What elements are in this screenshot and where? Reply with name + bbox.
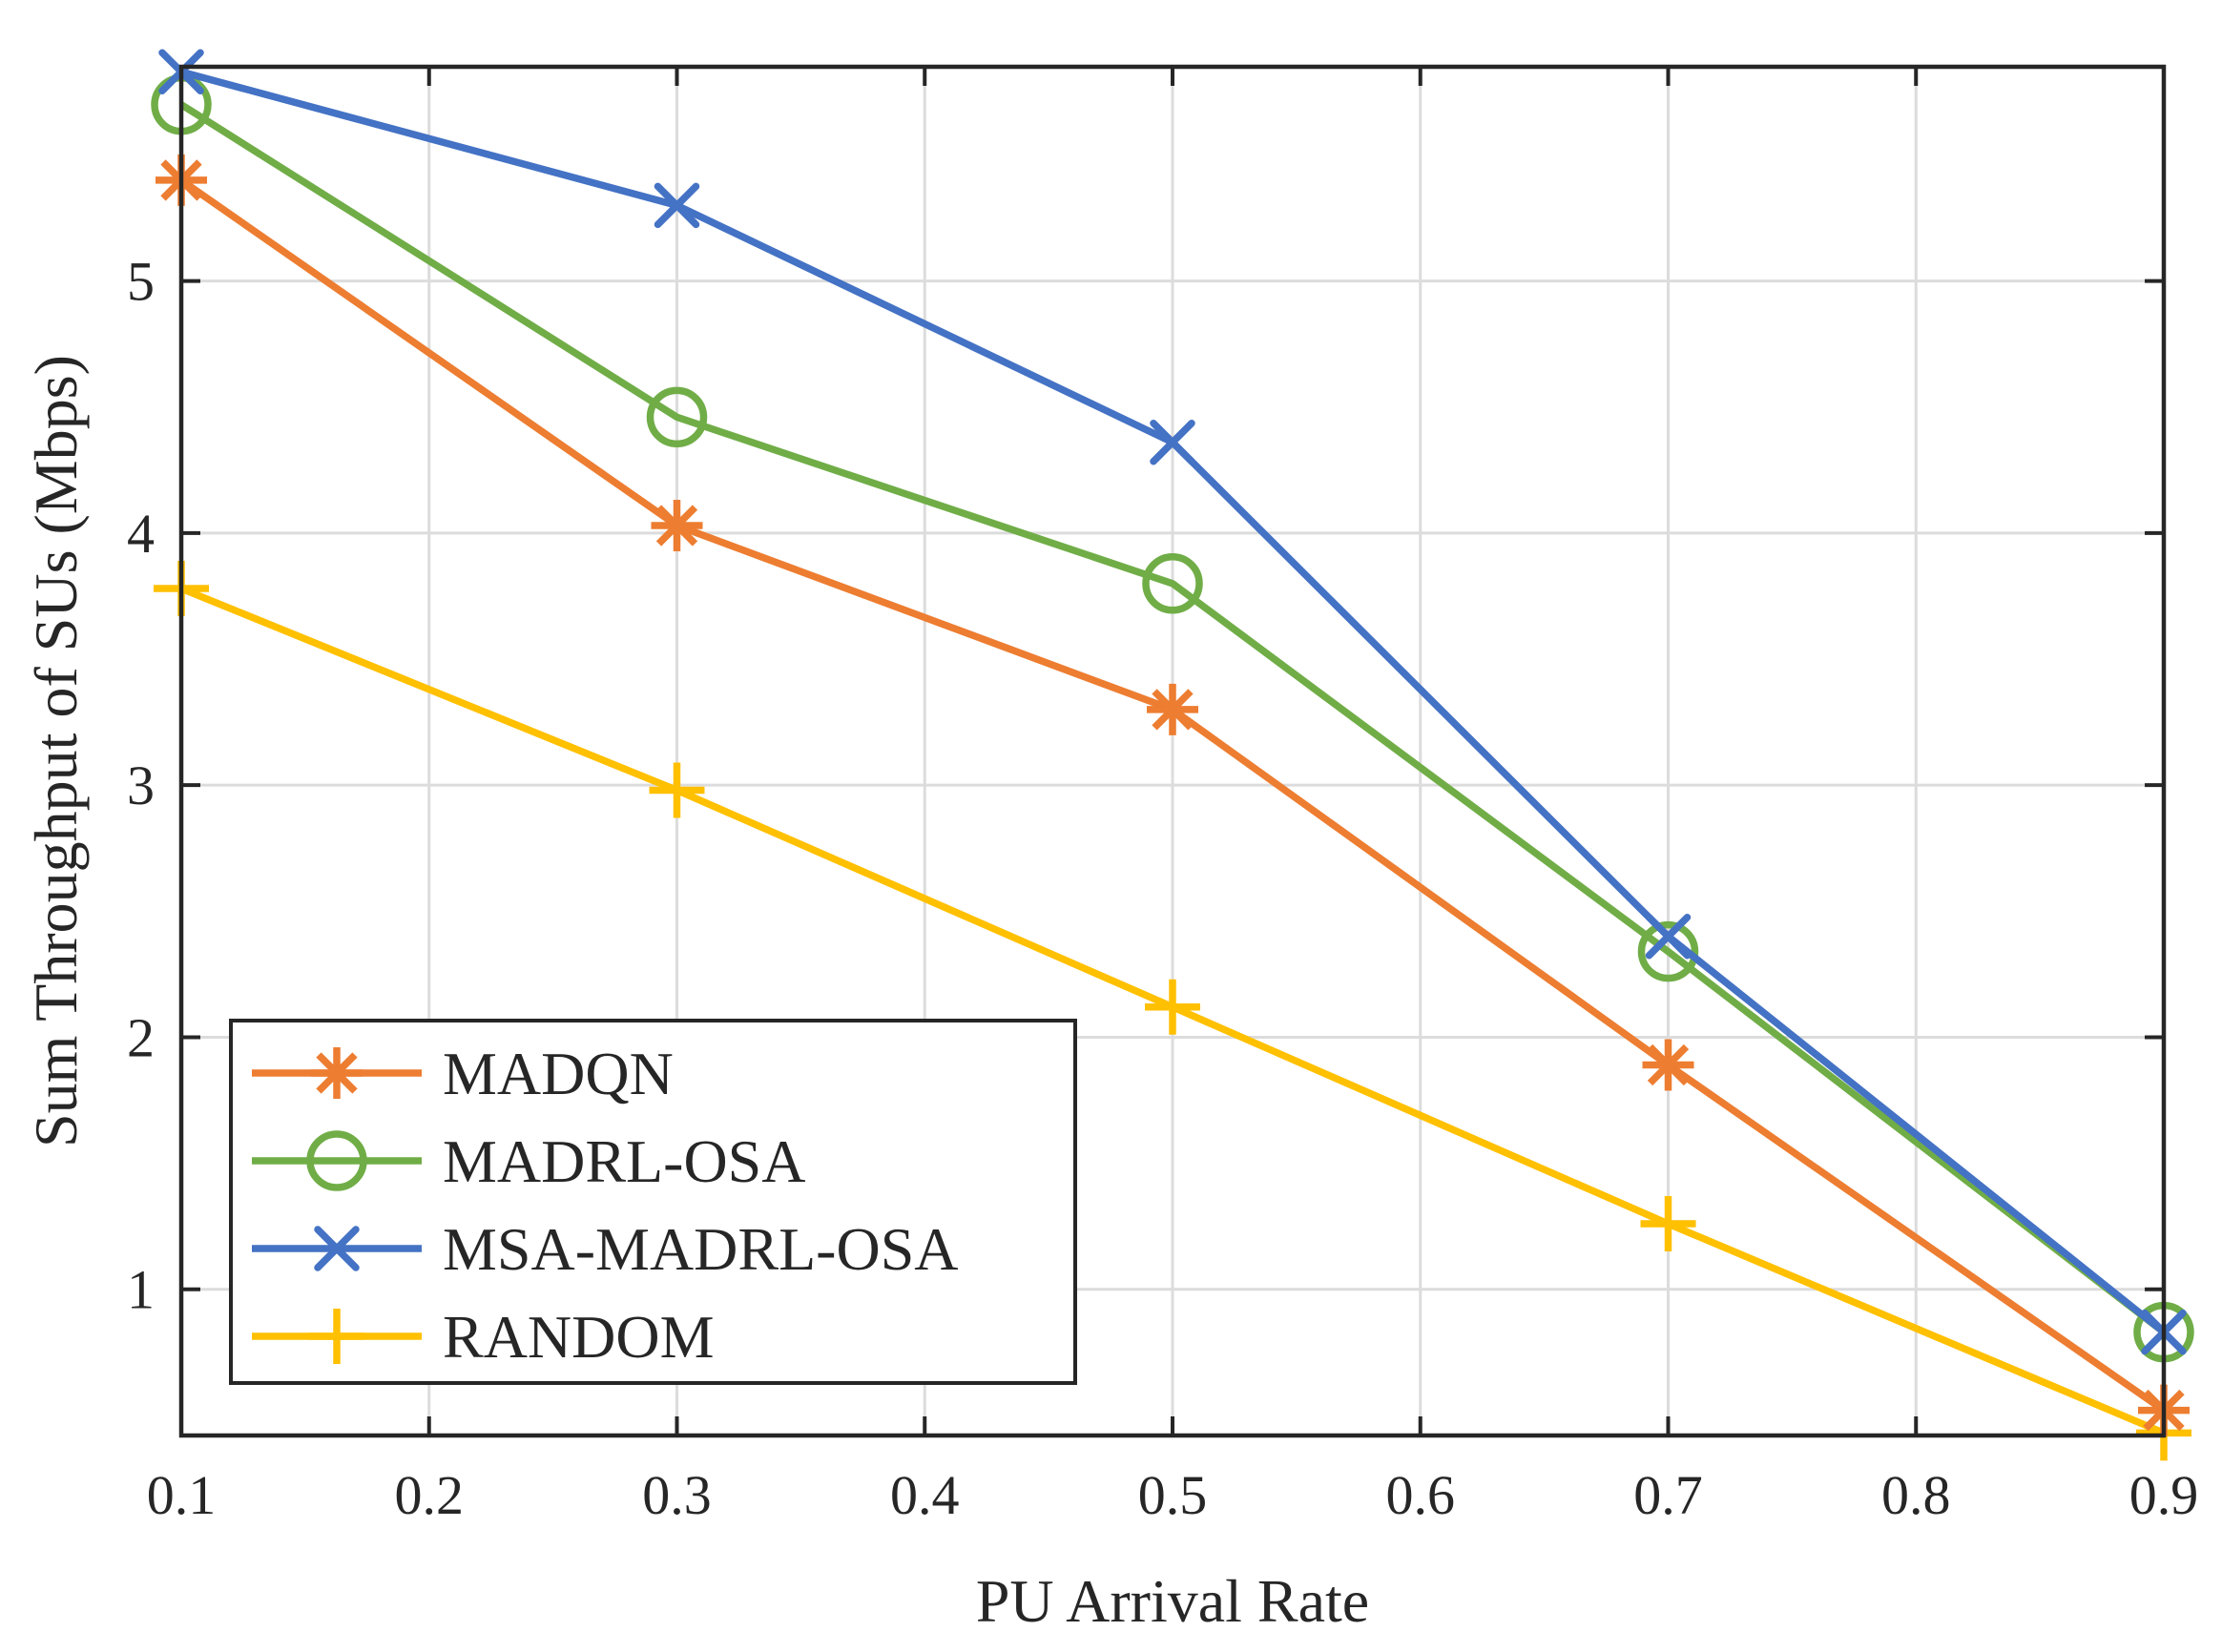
marker-shape bbox=[646, 386, 708, 448]
legend-label: MADRL-OSA bbox=[443, 1127, 805, 1195]
legend-marker bbox=[314, 1226, 360, 1271]
marker-stroke bbox=[655, 505, 698, 547]
data-point-madrl-osa bbox=[1637, 920, 1699, 982]
marker-shape bbox=[306, 1130, 367, 1191]
legend-label: MSA-MADRL-OSA bbox=[443, 1215, 959, 1283]
y-tick-label: 3 bbox=[127, 754, 155, 816]
legend-marker bbox=[311, 1047, 363, 1099]
legend-marker bbox=[306, 1130, 367, 1191]
legend-label: MADQN bbox=[443, 1040, 674, 1107]
data-point-msa-madrl-osa bbox=[1645, 913, 1692, 960]
legend: MADQN MADRL-OSA MSA-MADRL-OSA RANDOM bbox=[229, 1019, 1077, 1385]
x-tick-label: 0.2 bbox=[395, 1464, 465, 1526]
series-line-madrl-osa bbox=[178, 101, 2167, 1335]
data-point-msa-madrl-osa bbox=[1150, 420, 1195, 465]
x-tick-label: 0.4 bbox=[890, 1464, 960, 1526]
marker-stroke bbox=[654, 182, 700, 229]
legend-item-msa-madrl-osa: MSA-MADRL-OSA bbox=[252, 1215, 959, 1283]
series-madqn bbox=[156, 154, 2190, 1436]
marker-stroke bbox=[1645, 913, 1692, 960]
x-tick-label: 0.3 bbox=[642, 1464, 712, 1526]
series-layer bbox=[151, 49, 2194, 1461]
data-point-madrl-osa bbox=[1142, 553, 1203, 614]
y-tick-label: 5 bbox=[127, 251, 155, 313]
y-tick-label: 4 bbox=[127, 503, 155, 565]
x-axis-label: PU Arrival Rate bbox=[976, 1567, 1369, 1635]
legend-marker bbox=[309, 1309, 364, 1364]
legend-box bbox=[229, 1019, 1077, 1385]
marker-stroke bbox=[1152, 689, 1194, 731]
data-point-madrl-osa bbox=[646, 386, 708, 448]
x-tick-label: 0.9 bbox=[2129, 1464, 2199, 1526]
data-point-random bbox=[649, 762, 705, 818]
data-point-random bbox=[1145, 979, 1200, 1035]
legend-item-madqn: MADQN bbox=[252, 1040, 674, 1107]
legend-item-random: RANDOM bbox=[252, 1303, 714, 1371]
data-point-madqn bbox=[1147, 683, 1198, 735]
y-tick-label: 2 bbox=[127, 1006, 155, 1068]
axis-ticks bbox=[179, 67, 2166, 1435]
x-tick-label: 0.5 bbox=[1138, 1464, 1208, 1526]
legend-label: RANDOM bbox=[443, 1303, 714, 1371]
x-tick-label: 0.8 bbox=[1881, 1464, 1951, 1526]
marker-stroke bbox=[316, 1052, 358, 1094]
data-point-madqn bbox=[651, 499, 703, 551]
marker-shape bbox=[1637, 920, 1699, 982]
data-point-madqn bbox=[1642, 1039, 1694, 1091]
x-tick-label: 0.1 bbox=[147, 1464, 217, 1526]
y-tick-label: 1 bbox=[127, 1259, 155, 1321]
x-tick-label: 0.6 bbox=[1386, 1464, 1456, 1526]
data-point-msa-madrl-osa bbox=[654, 182, 700, 229]
marker-stroke bbox=[1647, 1043, 1690, 1086]
marker-stroke bbox=[314, 1226, 360, 1271]
x-tick-label: 0.7 bbox=[1633, 1464, 1703, 1526]
tick-labels: 0.1 0.2 0.3 0.4 0.5 0.6 0.7 0.8 0.9 1 2 3 4 5 bbox=[127, 251, 2198, 1526]
y-axis-label: Sum Throughput of SUs (Mbps) bbox=[22, 355, 90, 1147]
legend-item-madrl-osa: MADRL-OSA bbox=[252, 1127, 805, 1195]
marker-shape bbox=[1142, 553, 1203, 614]
data-point-random bbox=[1640, 1196, 1696, 1252]
marker-stroke bbox=[1150, 420, 1195, 465]
